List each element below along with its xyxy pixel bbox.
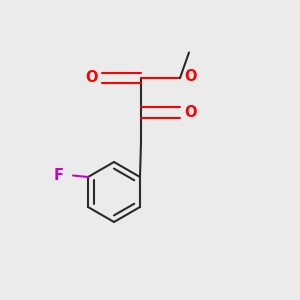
Text: F: F [54, 168, 64, 183]
Text: O: O [184, 105, 197, 120]
Text: O: O [85, 70, 98, 86]
Text: O: O [184, 69, 197, 84]
